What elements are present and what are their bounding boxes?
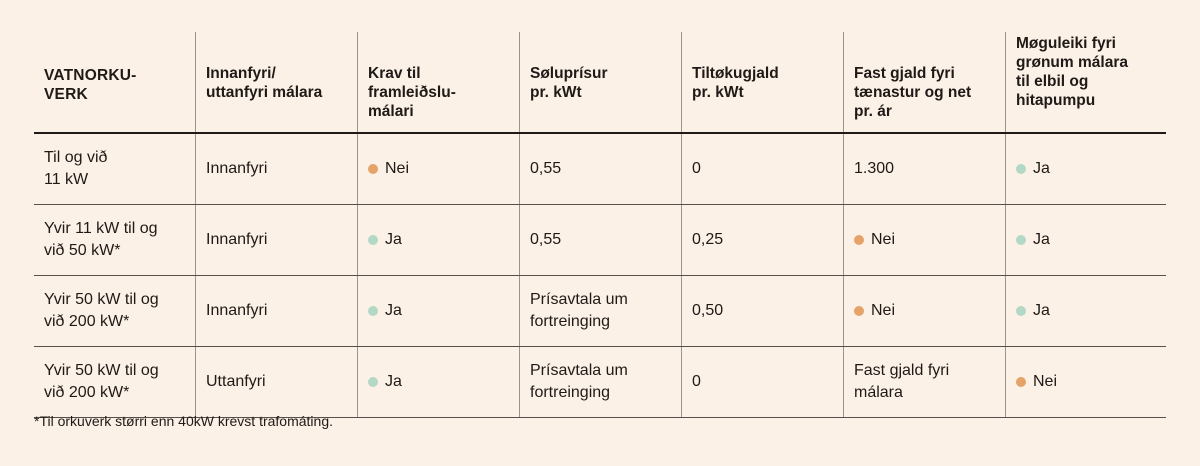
table-cell: Ja <box>1005 205 1166 275</box>
table-row: Yvir 50 kW til og við 200 kW* Uttanfyri Ja P… <box>34 347 1166 418</box>
cell-text: Ja <box>1033 231 1050 248</box>
status-yes-dot-icon <box>368 235 378 245</box>
status-yes-dot-icon <box>1016 164 1026 174</box>
status-yes-dot-icon <box>1016 235 1026 245</box>
status-no-dot-icon <box>854 306 864 316</box>
table-cell: Yvir 50 kW til og við 200 kW* <box>34 276 195 346</box>
table-cell: Nei <box>843 205 1005 275</box>
cell-text: Yvir 50 kW til og við 200 kW* <box>44 291 159 330</box>
tariff-table: VATNORKU- VERK Innanfyri/uttanfyri málara K… <box>34 32 1166 418</box>
table-cell: 0 <box>681 134 843 204</box>
table-cell: Uttanfyri <box>195 347 357 417</box>
table-cell: 0 <box>681 347 843 417</box>
status-yes-dot-icon <box>1016 306 1026 316</box>
table-cell: 0,55 <box>519 134 681 204</box>
table-cell: Fast gjald fyri málara <box>843 347 1005 417</box>
cell-text: Ja <box>1033 302 1050 319</box>
table-cell: Nei <box>843 276 1005 346</box>
cell-text: 1.300 <box>854 160 895 177</box>
cell-text: Ja <box>385 231 402 248</box>
table-cell: Nei <box>1005 347 1166 417</box>
cell-text: Til og við 11 kW <box>44 149 108 188</box>
table-cell: Yvir 11 kW til og við 50 kW* <box>34 205 195 275</box>
table-cell: Innanfyri <box>195 276 357 346</box>
cell-text: Nei <box>1033 373 1058 390</box>
column-header: Møguleiki fyri grønum málara til elbil og h… <box>1005 32 1166 132</box>
column-header: Søluprísur pr. kWt <box>519 32 681 132</box>
cell-text: Innanfyri <box>206 302 268 319</box>
status-yes-dot-icon <box>368 377 378 387</box>
status-no-dot-icon <box>368 164 378 174</box>
cell-text: 0,50 <box>692 302 724 319</box>
column-header: Krav til framleiðslu-málari <box>357 32 519 132</box>
cell-text: Ja <box>1033 160 1050 177</box>
cell-text: Yvir 11 kW til og við 50 kW* <box>44 220 158 259</box>
table-cell: 0,25 <box>681 205 843 275</box>
cell-text: Uttanfyri <box>206 373 266 390</box>
cell-text: 0,55 <box>530 231 562 248</box>
cell-text: 0,25 <box>692 231 724 248</box>
column-header: VATNORKU- VERK <box>44 67 137 103</box>
status-yes-dot-icon <box>368 306 378 316</box>
cell-text: Nei <box>871 302 896 319</box>
table-header-row: VATNORKU- VERK Innanfyri/uttanfyri málara K… <box>34 32 1166 134</box>
cell-text: Nei <box>385 160 410 177</box>
table-cell: Ja <box>357 205 519 275</box>
table-row: Yvir 11 kW til og við 50 kW* Innanfyri Ja 0,… <box>34 205 1166 276</box>
table-cell: 0,50 <box>681 276 843 346</box>
table-cell: Til og við 11 kW <box>34 134 195 204</box>
cell-text: Innanfyri <box>206 231 268 248</box>
table-cell: Ja <box>357 347 519 417</box>
table-cell: Ja <box>357 276 519 346</box>
table-cell: Prísavtala um fortreinging <box>519 276 681 346</box>
column-header: Fast gjald fyri tænastur og net pr. ár <box>843 32 1005 132</box>
column-header: Innanfyri/uttanfyri málara <box>195 32 357 132</box>
status-no-dot-icon <box>854 235 864 245</box>
cell-text: 0 <box>692 373 701 390</box>
table-cell: Yvir 50 kW til og við 200 kW* <box>34 347 195 417</box>
table-row: Til og við 11 kW Innanfyri Nei 0,55 0 1.300 Ja <box>34 134 1166 205</box>
table-cell: Prísavtala um fortreinging <box>519 347 681 417</box>
table-cell: 0,55 <box>519 205 681 275</box>
footnote: *Til orkuverk størri enn 40kW krevst tra… <box>34 413 334 429</box>
column-header: Tiltøkugjald pr. kWt <box>681 32 843 132</box>
cell-text: Fast gjald fyri málara <box>854 362 950 401</box>
cell-text: 0,55 <box>530 160 562 177</box>
cell-text: Yvir 50 kW til og við 200 kW* <box>44 362 159 401</box>
cell-text: Prísavtala um fortreinging <box>530 362 628 401</box>
table-row: Yvir 50 kW til og við 200 kW* Innanfyri Ja P… <box>34 276 1166 347</box>
table-body: Til og við 11 kW Innanfyri Nei 0,55 0 1.300 Ja Y… <box>34 134 1166 418</box>
cell-text: Prísavtala um fortreinging <box>530 291 628 330</box>
cell-text: Innanfyri <box>206 160 268 177</box>
table-cell: 1.300 <box>843 134 1005 204</box>
status-no-dot-icon <box>1016 377 1026 387</box>
cell-text: 0 <box>692 160 701 177</box>
table-cell: Ja <box>1005 134 1166 204</box>
cell-text: Ja <box>385 302 402 319</box>
table-cell: Innanfyri <box>195 134 357 204</box>
cell-text: Ja <box>385 373 402 390</box>
table-cell: Innanfyri <box>195 205 357 275</box>
table-cell: Ja <box>1005 276 1166 346</box>
cell-text: Nei <box>871 231 896 248</box>
table-cell: Nei <box>357 134 519 204</box>
